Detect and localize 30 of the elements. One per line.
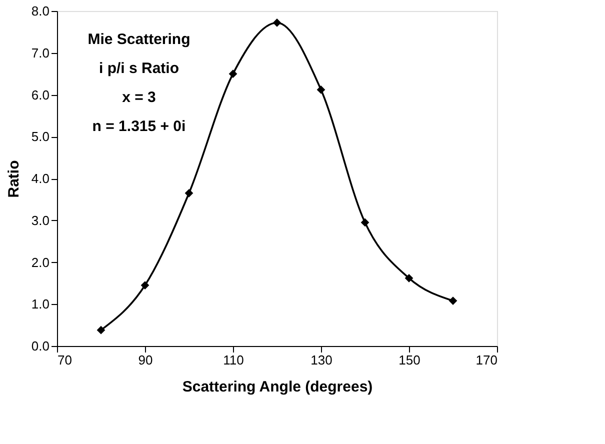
x-tick-label: 130 — [310, 352, 332, 368]
x-tick-label: 90 — [138, 352, 153, 368]
annotation: x = 3 — [122, 89, 156, 106]
x-tick-label: 110 — [223, 352, 244, 368]
point — [448, 296, 458, 305]
y-tick-label: 7.0 — [31, 45, 50, 60]
annotation: n = 1.315 + 0i — [92, 118, 186, 135]
point — [360, 218, 370, 227]
x-tick-label: 150 — [398, 352, 420, 368]
y-tick-label: 2.0 — [31, 254, 50, 270]
point — [404, 274, 414, 282]
y-tick-label: 4.0 — [31, 171, 50, 186]
point — [316, 86, 326, 94]
y-tick-label: 6.0 — [31, 87, 50, 102]
y-tick-label: 8.0 — [31, 4, 50, 18]
point — [272, 18, 282, 27]
annotation: Mie Scattering — [88, 31, 190, 48]
point — [96, 326, 106, 334]
x-tick-label: 170 — [476, 352, 498, 368]
x-axis-title: Scattering Angle (degrees) — [182, 378, 373, 396]
y-tick-label: 0.0 — [31, 338, 50, 354]
y-tick-label: 5.0 — [31, 129, 50, 144]
y-tick-label: 3.0 — [31, 212, 50, 228]
point — [228, 70, 238, 78]
point — [184, 188, 194, 198]
annotation: i p/i s Ratio — [98, 60, 180, 77]
y-axis-title: Ratio — [5, 160, 22, 198]
point — [140, 281, 150, 290]
x-tick-label: 70 — [58, 352, 72, 368]
y-tick-label: 1.0 — [31, 296, 50, 312]
